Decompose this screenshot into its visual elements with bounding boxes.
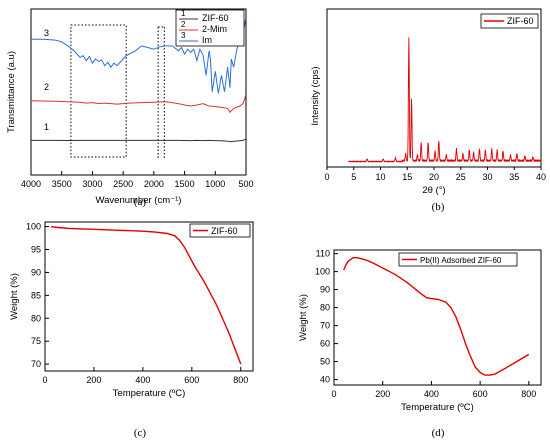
panel-b-xrd: 0 5 10 15 20 25 30 35 40 2θ (°) Intensity (cps) ZIF… (310, 8, 546, 213)
x-tick-label: 600 (184, 375, 199, 385)
series-line-2-mim (30, 95, 246, 114)
x-tick-label: 15 (402, 172, 412, 182)
x-tick-label: 2500 (113, 179, 133, 189)
panel-d-tga-pb: 0 200 400 600 800 40 50 60 70 80 90 100 110 Temperatu… (298, 249, 542, 439)
x-tick-label: 25 (456, 172, 466, 182)
legend-entry-name: ZIF-60 (202, 13, 229, 23)
plot-frame (44, 221, 254, 372)
curve-number-label: 2 (44, 82, 49, 92)
legend: 1 ZIF-60 2 2-Mim 3 Im (175, 9, 245, 47)
legend-box (480, 13, 539, 29)
x-tick-label: 200 (375, 389, 390, 399)
legend: Pb(II) Adsorbed ZIF-60 (398, 252, 518, 267)
x-tick-label: 40 (536, 172, 546, 182)
legend-entry-name: ZIF-60 (507, 16, 534, 26)
x-axis-label: Temperature (ºC) (113, 388, 186, 399)
panel-caption: (c) (134, 427, 147, 439)
legend-entry-name: ZIF-60 (211, 226, 238, 236)
x-tick-label: 5 (351, 172, 356, 182)
x-tick-label: 500 (238, 179, 253, 189)
series-line-im (31, 19, 246, 94)
legend-entry-number: 2 (181, 20, 186, 29)
x-tick-label: 600 (473, 389, 488, 399)
x-tick-label: 3000 (82, 179, 102, 189)
x-tick-label: 200 (86, 375, 101, 385)
series-line-zif-60 (31, 138, 246, 143)
legend-box (398, 252, 518, 267)
y-tick-label: 60 (320, 339, 330, 349)
y-tick-label: 80 (31, 313, 41, 323)
legend-entry-name: Pb(II) Adsorbed ZIF-60 (420, 256, 502, 265)
x-tick-label: 10 (375, 172, 385, 182)
x-tick-label: 0 (42, 375, 47, 385)
y-tick-label: 70 (31, 359, 41, 369)
y-tick-label: 80 (320, 303, 330, 313)
y-axis-label: Weight (%) (298, 294, 309, 341)
y-tick-label: 90 (31, 267, 41, 277)
x-tick-label: 0 (324, 172, 329, 182)
curve-number-label: 1 (44, 122, 49, 132)
x-tick-label: 30 (482, 172, 492, 182)
legend-entry-name: Im (202, 35, 212, 45)
y-tick-label: 95 (31, 245, 41, 255)
legend-box (175, 9, 245, 47)
y-tick-label: 40 (320, 375, 330, 385)
x-tick-label: 2000 (144, 179, 164, 189)
y-axis-label: Transmittance (a.u) (6, 51, 17, 133)
y-axis-label: Weight (%) (9, 273, 20, 320)
x-tick-label: 35 (509, 172, 519, 182)
x-tick-label: 0 (331, 389, 336, 399)
x-axis-label: 2θ (°) (422, 185, 445, 196)
y-tick-label: 90 (320, 285, 330, 295)
legend: ZIF-60 (189, 223, 251, 238)
dotted-region-box (70, 24, 127, 158)
series-line (50, 225, 242, 365)
y-axis-label: Intensity (cps) (310, 66, 321, 125)
y-tick-label: 100 (315, 267, 330, 277)
series-line-zif-60 (348, 37, 542, 164)
legend: ZIF-60 (480, 13, 539, 29)
curve-number-label: 3 (44, 28, 49, 38)
x-tick-label: 800 (521, 389, 536, 399)
x-tick-label: 1000 (205, 179, 225, 189)
legend-entry-name: 2-Mim (202, 24, 227, 34)
legend-box (189, 223, 251, 238)
plot-frame (326, 8, 542, 168)
series-line (343, 256, 530, 376)
x-tick-label: 3500 (52, 179, 72, 189)
x-tick-label: 1500 (175, 179, 195, 189)
x-tick-label: 20 (429, 172, 439, 182)
panel-caption: (b) (432, 201, 445, 213)
x-tick-label: 4000 (21, 179, 41, 189)
x-tick-label: 800 (233, 375, 248, 385)
legend-entry-number: 3 (181, 31, 186, 40)
y-tick-label: 110 (316, 249, 330, 259)
y-tick-label: 100 (26, 222, 41, 232)
panel-caption: (a) (134, 196, 147, 208)
x-tick-label: 400 (135, 375, 150, 385)
y-tick-label: 75 (31, 336, 41, 346)
y-tick-label: 70 (320, 321, 330, 331)
panel-a-ftir: 1 2 3 4000 3500 3000 2500 2000 1500 1000 500 Wavenu… (6, 8, 254, 208)
x-axis-label: Temperature (ºC) (401, 402, 474, 413)
panel-caption: (d) (432, 427, 445, 439)
x-tick-label: 400 (424, 389, 439, 399)
legend-entry-number: 1 (181, 9, 186, 18)
y-tick-label: 50 (320, 357, 330, 367)
plot-frame (333, 249, 542, 386)
x-axis-label: Wavenumber (cm⁻¹) (96, 195, 182, 206)
plot-frame (30, 8, 247, 176)
y-tick-label: 85 (31, 290, 41, 300)
panel-c-tga: 0 200 400 600 800 70 75 80 85 90 95 100 Temperature … (9, 221, 254, 439)
